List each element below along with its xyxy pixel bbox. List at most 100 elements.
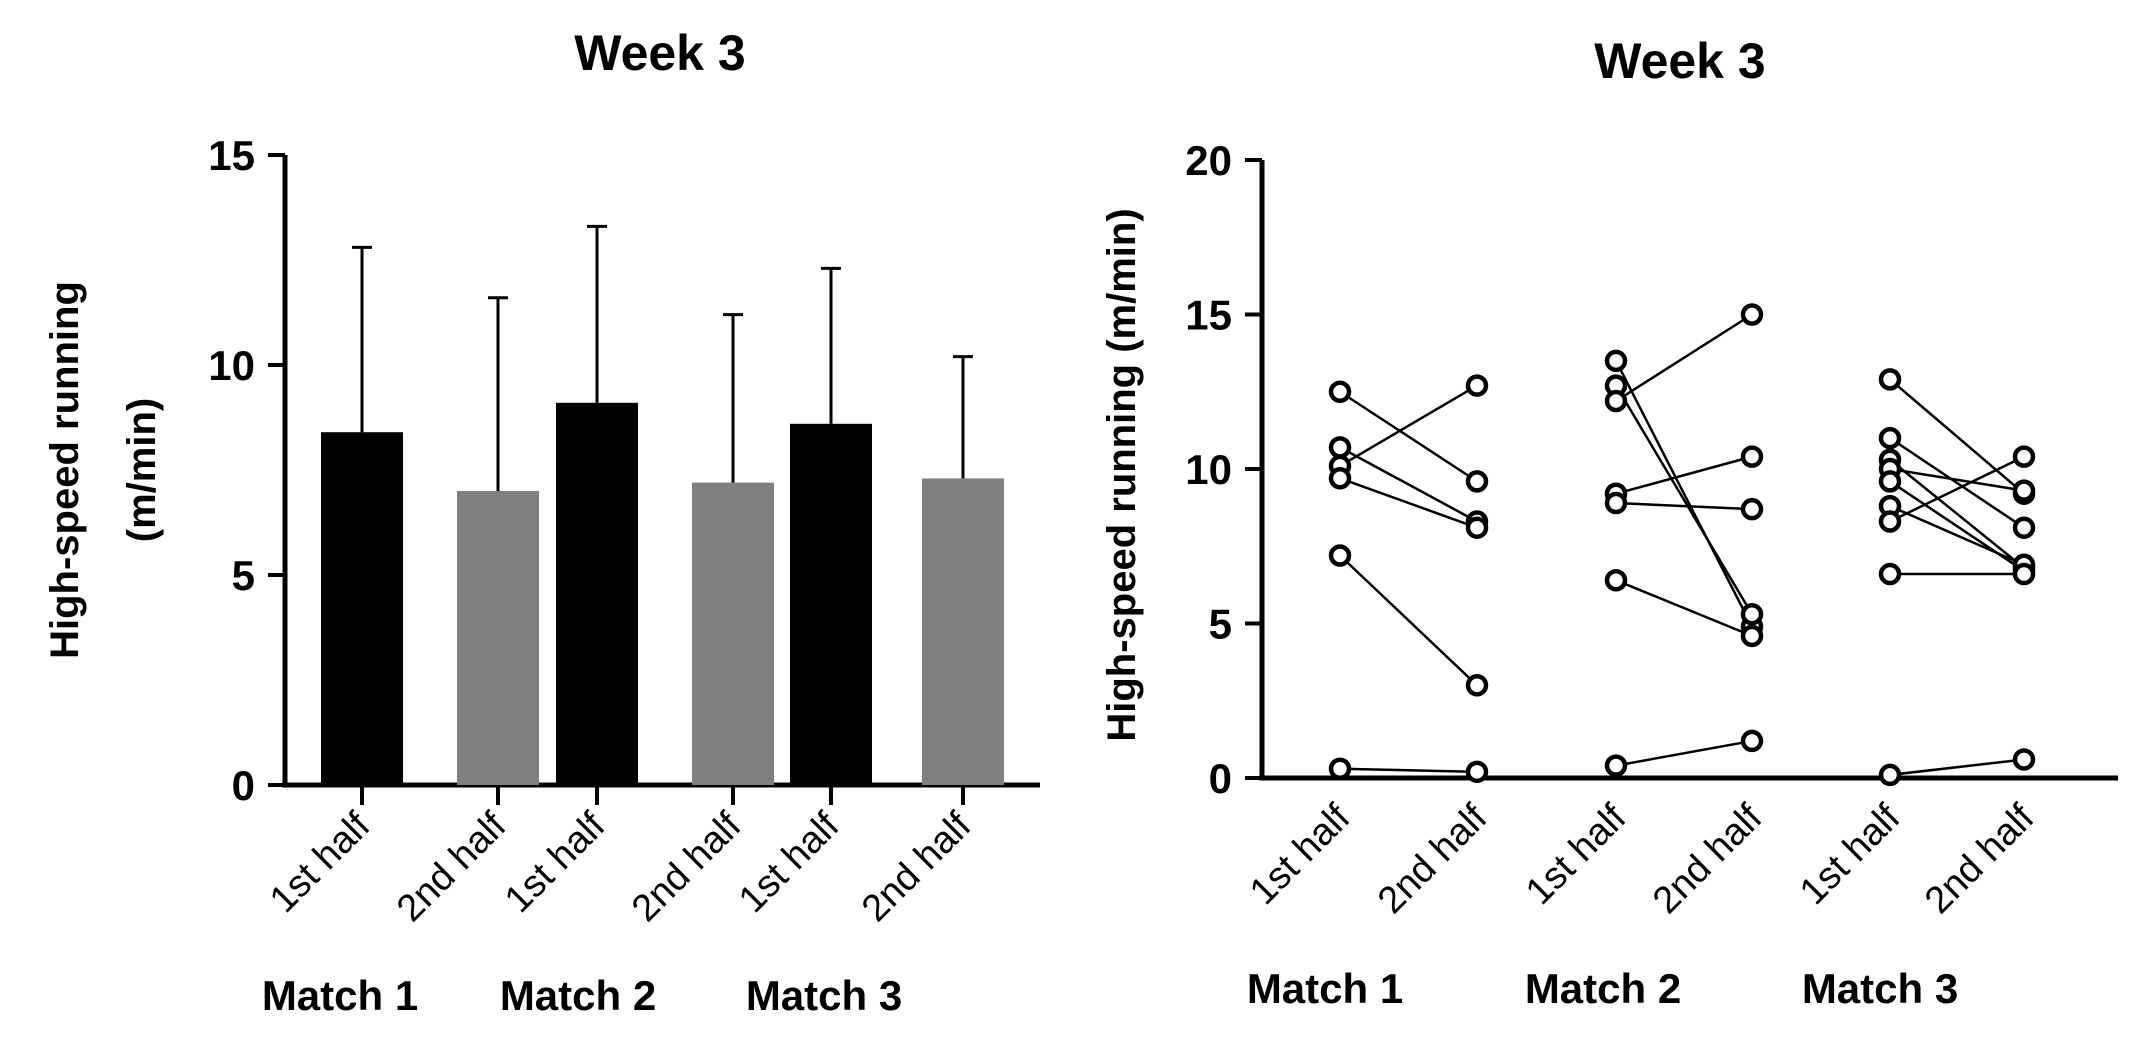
bar [692,482,774,785]
x-tick-label: 1st half [731,804,848,921]
data-point [1878,470,1902,493]
bar-chart-y-ticks: 0 5 10 15 [208,132,285,809]
bar [321,432,403,785]
paired-chart-y-ticks: 0 5 10 15 20 [1185,137,1262,802]
match-label: Match 2 [500,972,656,1019]
data-point [1878,763,1902,787]
match-label: Match 2 [1525,965,1681,1012]
bar [457,491,539,785]
paired-chart-title: Week 3 [1594,33,1765,89]
pair-line [1614,360,1754,628]
bar-chart-match-labels: Match 1 Match 2 Match 3 [262,972,902,1019]
data-point [2012,479,2036,502]
x-tick-label: 1st half [1242,796,1359,913]
data-point [1740,602,1764,626]
data-point [1604,491,1628,515]
data-point [2012,445,2036,468]
data-point [2012,748,2036,771]
pair-line [1339,477,1478,529]
x-tick-label: 2nd half [854,804,980,930]
paired-chart-lines [1339,313,2025,777]
data-point [1878,510,1902,533]
paired-chart-points [1328,303,2036,787]
data-point [1328,757,1352,780]
data-point [1878,426,1902,450]
pair-line [1339,554,1478,687]
data-point [1465,470,1489,493]
pair-line [1339,390,1478,483]
y-tick-label: 15 [1185,292,1232,339]
data-point [1465,516,1489,539]
data-point [1740,624,1764,648]
bar [790,423,872,785]
pair-line [1889,480,2025,573]
y-tick-label: 0 [232,762,255,809]
y-tick-label: 10 [1185,446,1232,493]
bar-chart-y-axis-label: High-speed running [43,281,87,659]
data-point [1604,754,1628,777]
data-point [1328,467,1352,490]
data-point [1465,374,1489,397]
x-tick-label: 1st half [1518,796,1635,913]
bar [556,402,638,785]
bar-chart-title: Week 3 [574,25,745,81]
data-point [2012,516,2036,539]
pair-line [1615,579,1753,638]
x-tick-label: 1st half [1792,796,1909,913]
x-tick-label: 2nd half [1645,796,1771,922]
pair-line [1889,504,2025,566]
data-point [1604,349,1628,373]
x-tick-label: 2nd half [1917,796,2043,922]
data-point [1604,568,1628,592]
paired-chart-y-axis-label: High-speed running (m/min) [1100,208,1144,741]
pair-line [1889,467,2025,492]
bar-chart-marks [321,224,1004,785]
data-point [1328,544,1352,567]
data-point [1740,729,1764,753]
match-label: Match 1 [1247,965,1403,1012]
pair-line [1339,767,1478,774]
pair-line [1339,384,1478,467]
pair-line [1889,378,2025,495]
pair-line [1889,455,2025,523]
y-tick-label: 20 [1185,137,1232,184]
x-tick-label: 2nd half [1370,796,1496,922]
data-point [1740,303,1764,326]
data-point [1740,497,1764,521]
data-point [2012,562,2036,586]
y-tick-label: 5 [1209,601,1232,648]
x-tick-label: 1st half [262,804,379,921]
pair-line [1615,501,1753,511]
pair-line [1615,455,1753,495]
y-tick-label: 15 [208,132,255,179]
data-point [1878,368,1902,391]
y-tick-label: 10 [208,342,255,389]
match-label: Match 3 [1802,965,1958,1012]
data-point [1328,380,1352,403]
data-point [1604,389,1628,413]
data-point [1465,674,1489,697]
pair-line [1889,758,2025,777]
match-label: Match 1 [262,972,418,1019]
pair-line [1614,384,1754,615]
y-tick-label: 5 [232,552,255,599]
bar-chart-y-axis-unit: (m/min) [120,398,164,542]
pair-line [1615,739,1753,767]
pair-line [1889,458,2025,569]
pair-line [1615,313,1753,403]
data-point [1465,760,1489,784]
data-point [1328,436,1352,459]
bar-chart-panel: Week 3 High-speed running (m/min) 0 5 10 15… [43,25,1040,1019]
pair-line [1889,437,2025,529]
x-tick-label: 1st half [497,804,614,921]
y-tick-label: 0 [1209,755,1232,802]
match-label: Match 3 [746,972,902,1019]
paired-chart-x-ticks: 1st half 2nd half 1st half 2nd half 1st half… [1242,796,2043,922]
data-point [1740,445,1764,468]
bar [922,478,1004,785]
pair-line [1339,446,1478,523]
paired-chart-panel: Week 3 High-speed running (m/min) 0 5 10 15… [1100,33,2118,1012]
data-point [1878,562,1902,586]
